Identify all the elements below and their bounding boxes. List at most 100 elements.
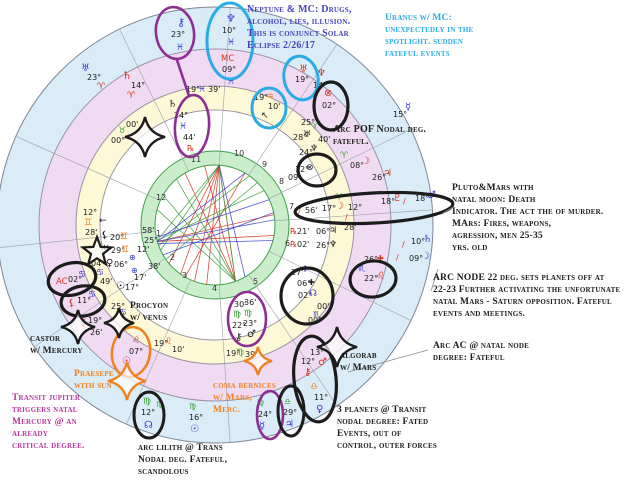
wheel-glyph: 26°	[372, 173, 386, 182]
wheel-glyph: 25°	[111, 302, 125, 311]
pluto-mars-note-line: natal moon: Death	[452, 195, 536, 205]
wheel-glyph: /	[402, 240, 405, 249]
wheel-glyph: 25'	[144, 236, 156, 245]
wheel-glyph: ♈	[97, 82, 106, 92]
wheel-glyph: 19°	[88, 316, 102, 325]
transit-jupiter-note-line: Mercury @ an	[12, 417, 77, 427]
wheel-glyph: ♍	[236, 348, 244, 358]
wheel-glyph: ♆	[226, 12, 236, 25]
wheel-glyph: 06°	[297, 279, 311, 288]
wheel-glyph: 17°	[125, 283, 139, 292]
house-number: 3	[182, 271, 187, 280]
coma-bernices-note-line: w/ Mars,	[213, 393, 252, 403]
pointer-line	[347, 349, 429, 373]
wheel-glyph: ♓	[176, 43, 184, 53]
wheel-glyph: ♃	[383, 168, 392, 179]
wheel-glyph: 23°	[243, 319, 257, 328]
wheel-glyph: 20°	[110, 233, 124, 242]
algorab-note-line: algorab	[340, 351, 377, 361]
wheel-glyph: ♅	[299, 64, 308, 75]
wheel-glyph: 07°	[129, 347, 143, 356]
wheel-glyph: ♄	[168, 99, 177, 110]
pointer-line	[430, 268, 439, 292]
aspect-line	[157, 219, 275, 242]
wheel-glyph: ♏	[358, 264, 366, 273]
highlight-ellipse	[205, 1, 255, 81]
wheel-glyph: ♉	[118, 126, 126, 136]
wheel-glyph: 39'	[245, 350, 257, 359]
highlight-ellipse	[348, 259, 398, 299]
house-number: 11	[191, 155, 201, 164]
wheel-glyph: 00°	[308, 316, 322, 325]
wheel-glyph: 26°	[316, 241, 330, 250]
wheel-glyph: ♍	[156, 400, 163, 409]
pointer-line	[441, 206, 454, 215]
wheel-glyph: 18°	[381, 197, 395, 206]
transit-jupiter-note-line: critical degree.	[12, 441, 85, 451]
sparkle-star-icon	[60, 309, 96, 345]
aspect-line	[157, 240, 273, 244]
house-number: 6	[285, 239, 290, 248]
wheel-glyph: 12°	[83, 208, 97, 217]
pluto-mars-note-line: Indicator. The act the of murder.	[452, 207, 604, 217]
house-cusp-line	[218, 7, 231, 166]
wheel-glyph: 12°	[295, 165, 309, 174]
wheel-glyph: ♍	[244, 309, 252, 319]
wheel-glyph: ♊	[120, 232, 128, 242]
neptune-mc-note-line: Neptune & MC: Drugs,	[247, 4, 352, 15]
wheel-glyph: 14°	[131, 81, 145, 90]
highlight-ellipse	[279, 266, 335, 326]
wheel-glyph: 11°	[314, 393, 328, 402]
wheel-glyph: ⚷	[177, 16, 185, 29]
praesepe-note-line: with sun	[74, 381, 112, 391]
wheel-glyph: 49'	[100, 277, 112, 286]
wheel-glyph: 24°	[174, 111, 188, 120]
aspect-line	[157, 235, 275, 242]
aspect-line	[162, 212, 274, 256]
wheel-glyph: ☿	[259, 421, 265, 432]
wheel-glyph: ♇	[393, 193, 402, 204]
coma-bernices-note-line: Merc.	[213, 405, 241, 415]
wheel-glyph: /	[403, 197, 406, 206]
wheel-glyph: 25°	[301, 118, 315, 127]
wheel-glyph: 12'	[137, 245, 149, 254]
aspect-line	[218, 165, 236, 282]
wheel-glyph: ☽	[361, 156, 370, 167]
wheel-glyph: 02°	[68, 275, 82, 284]
highlight-ellipse	[312, 80, 350, 132]
wheel-glyph: 19°	[254, 93, 268, 102]
neptune-mc-note-line: This is conjunct Solar	[247, 28, 349, 39]
wheel-glyph: AC	[56, 277, 68, 287]
procyon-note: Procyon w/ venus	[130, 300, 168, 324]
wheel-glyph: ☉	[190, 424, 199, 435]
house-cusp-line	[268, 129, 412, 199]
wheel-glyph: 02'	[297, 240, 309, 249]
wheel-glyph: ♊	[121, 245, 129, 255]
wheel-glyph: ♃	[329, 226, 337, 236]
five-point-star-icon	[79, 233, 115, 267]
wheel-glyph: 10°	[411, 237, 425, 246]
wheel-glyph: ♏	[313, 310, 321, 319]
wheel-glyph: ♆	[301, 265, 309, 275]
wheel-glyph: ♋	[119, 308, 127, 318]
house-cusp-line	[0, 230, 156, 248]
aspect-line	[157, 172, 246, 242]
wheel-glyph: 00'	[126, 120, 138, 129]
wheel-glyph: 29°	[283, 408, 297, 417]
pluto-mars-note: Pluto&Mars with natal moon: Death Indicato…	[452, 182, 603, 254]
wheel-glyph: ♒	[266, 92, 274, 102]
arc-pof-note: Arc POF Nodal deg. fateful.	[333, 124, 426, 148]
house-cusp-line	[218, 284, 231, 443]
wheel-glyph: ♂	[247, 329, 256, 340]
wheel-glyph: ♆	[329, 240, 337, 250]
arc-ac-note-line: degree: Fateful	[433, 353, 505, 363]
wheel-glyph: 28'	[344, 223, 356, 232]
wheel-glyph: ♀	[106, 258, 113, 269]
wheel-glyph: ☊	[309, 289, 317, 299]
wheel-glyph: ♂	[318, 357, 327, 368]
aspect-line	[158, 175, 250, 246]
castor-note: castor w/ Mercury	[30, 333, 83, 357]
wheel-glyph: ♍	[257, 398, 264, 407]
wheel-glyph: ♊	[84, 218, 92, 228]
arc-lilith-note-line: scandolous	[138, 467, 189, 477]
